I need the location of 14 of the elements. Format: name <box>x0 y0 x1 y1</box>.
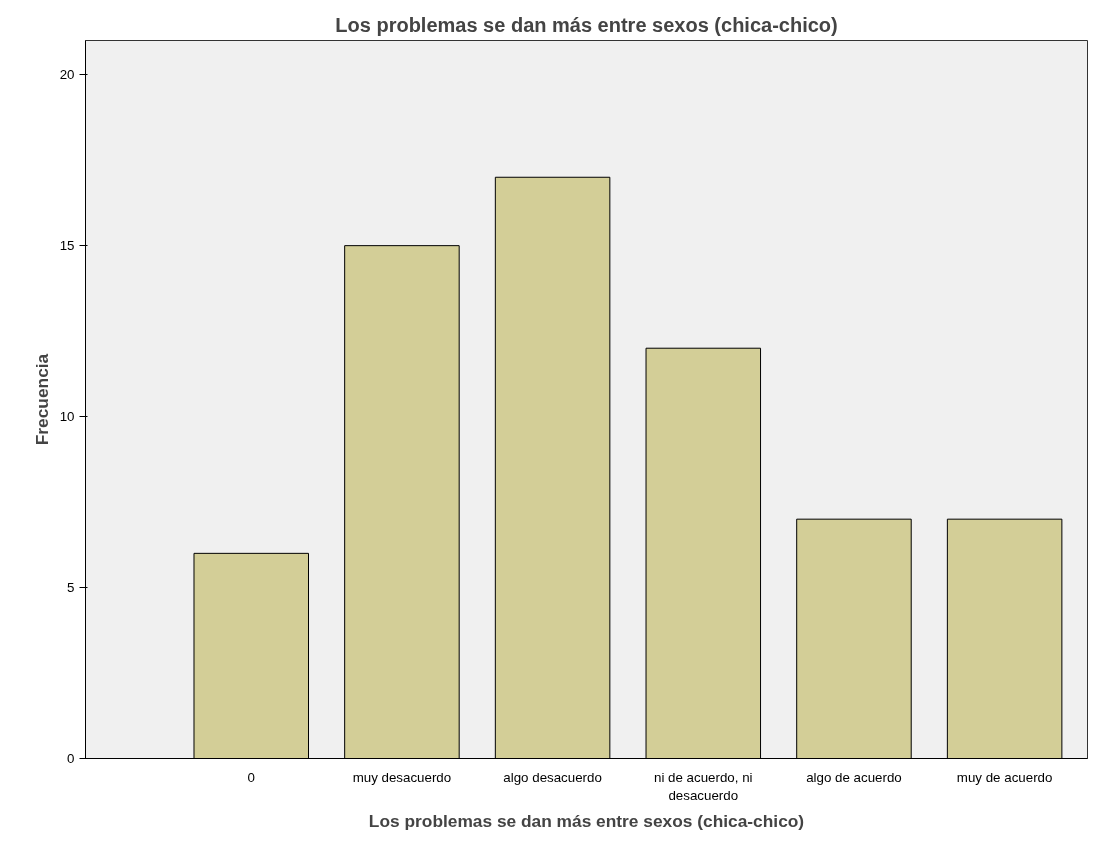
y-tick-label: 10 <box>59 409 75 425</box>
x-axis-title: Los problemas se dan más entre sexos (chica-chico) <box>368 810 805 831</box>
x-tick-label: algo de acuerdo <box>806 769 902 785</box>
y-axis-title: Frecuencia <box>31 353 52 446</box>
y-tick-label: 15 <box>59 238 75 254</box>
y-tick-label: 0 <box>67 751 75 766</box>
x-tick-label: muy desacuerdo <box>352 769 452 785</box>
chart-title: Los problemas se dan más entre sexos (chica-chico) <box>335 13 838 36</box>
x-tick-label: ni de acuerdo, ni desacuerdo <box>654 769 753 803</box>
y-tick-label: 20 <box>59 67 75 83</box>
y-tick-label: 5 <box>67 580 75 596</box>
x-tick-label: 0 <box>247 769 255 785</box>
x-tick-label: algo desacuerdo <box>503 769 602 785</box>
x-tick-label: muy de acuerdo <box>956 769 1053 785</box>
